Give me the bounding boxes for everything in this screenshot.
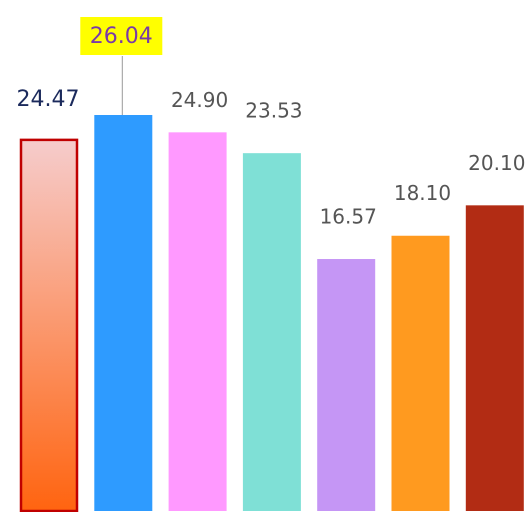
value-label: 24.47 xyxy=(17,87,80,112)
value-label: 23.53 xyxy=(245,99,302,123)
value-label: 26.04 xyxy=(90,24,153,49)
value-label: 20.10 xyxy=(468,151,525,175)
bar xyxy=(168,132,227,511)
bar xyxy=(391,235,450,512)
bar xyxy=(317,259,376,511)
bar xyxy=(19,138,79,512)
value-label: 24.90 xyxy=(171,88,228,112)
bar xyxy=(94,115,153,511)
value-label: 18.10 xyxy=(394,181,451,205)
value-label: 16.57 xyxy=(320,205,377,229)
bar xyxy=(242,153,301,511)
bar xyxy=(465,205,524,512)
label-highlight xyxy=(80,17,163,55)
